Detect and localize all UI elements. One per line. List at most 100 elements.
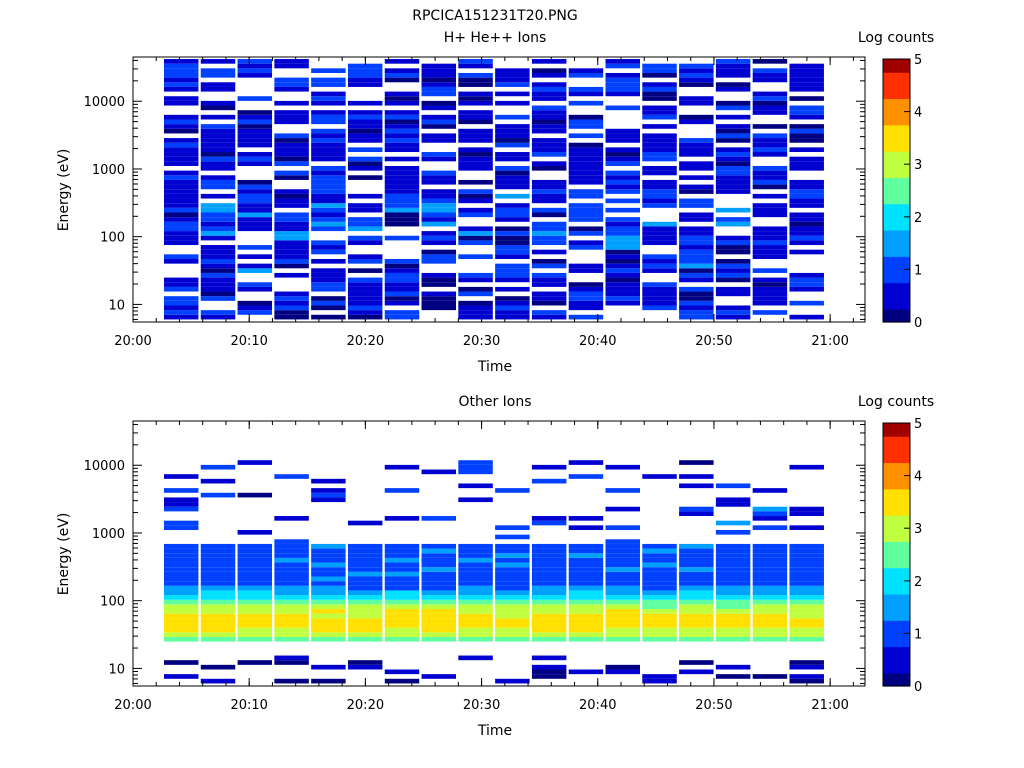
colorbar-swatch — [883, 425, 910, 429]
colorbar-swatch — [883, 250, 910, 255]
heatmap-cell — [531, 152, 567, 157]
heatmap-cell — [458, 240, 493, 246]
heatmap-cell — [237, 529, 273, 535]
heatmap-cell — [679, 138, 714, 143]
heatmap-cell — [642, 553, 677, 558]
heatmap-cell — [274, 156, 309, 162]
colorbar-swatch — [883, 583, 910, 587]
heatmap-cell — [384, 258, 420, 264]
heatmap-cell — [237, 212, 273, 218]
heatmap-cell — [421, 604, 457, 610]
heatmap-cell — [163, 119, 199, 125]
heatmap-cell — [458, 91, 493, 97]
y-axis-label: Energy (eV) — [56, 149, 72, 232]
colorbar-tick-label: 5 — [914, 417, 922, 432]
heatmap-cell — [347, 553, 383, 558]
heatmap-cell — [715, 152, 751, 157]
heatmap-cell — [421, 277, 457, 283]
heatmap-cell — [384, 622, 420, 628]
colorbar-swatch — [883, 612, 910, 616]
heatmap-cell — [384, 296, 420, 301]
heatmap-cell — [237, 585, 273, 591]
heatmap-cell — [237, 627, 273, 633]
heatmap-cell — [347, 161, 383, 166]
heatmap-cell — [384, 291, 420, 297]
heatmap-cell — [200, 492, 236, 498]
heatmap-cell — [421, 198, 457, 204]
colorbar-swatch — [883, 625, 910, 629]
heatmap-cell — [495, 231, 530, 236]
x-tick-label: 20:30 — [463, 334, 500, 349]
heatmap-cell — [311, 170, 346, 176]
heatmap-cell — [458, 161, 493, 166]
heatmap-cell — [605, 175, 640, 180]
heatmap-cell — [642, 474, 677, 479]
heatmap-cell — [274, 240, 309, 246]
heatmap-cell — [605, 138, 640, 143]
heatmap-cell — [495, 212, 530, 218]
heatmap-cell — [715, 207, 751, 213]
heatmap-cell — [347, 571, 383, 577]
heatmap-cell — [458, 189, 493, 194]
heatmap-cell — [752, 557, 788, 563]
heatmap-cell — [531, 184, 567, 190]
heatmap-cell — [495, 585, 530, 591]
heatmap-cell — [715, 217, 751, 222]
heatmap-cell — [163, 235, 199, 241]
heatmap-cell — [274, 221, 309, 227]
heatmap-cell — [237, 254, 273, 259]
heatmap-cell — [642, 567, 677, 572]
colorbar-swatch — [883, 98, 910, 102]
heatmap-cell — [163, 581, 199, 586]
colorbar-swatch — [883, 166, 910, 171]
heatmap-cell — [495, 314, 530, 320]
colorbar-swatch — [883, 630, 910, 634]
colorbar-swatch — [883, 444, 910, 448]
heatmap-cell — [421, 627, 457, 633]
heatmap-cell — [642, 152, 677, 157]
heatmap-cell — [274, 310, 309, 315]
heatmap-cell — [311, 664, 346, 670]
heatmap-cell — [163, 226, 199, 232]
colorbar: 0 1 2 3 4 5 — [882, 417, 922, 695]
heatmap-cell — [347, 133, 383, 139]
heatmap-cell — [642, 72, 677, 78]
heatmap-cell — [347, 622, 383, 628]
heatmap-cell — [200, 296, 236, 301]
heatmap-cell — [274, 581, 309, 586]
heatmap-cell — [384, 286, 420, 292]
heatmap-cell — [605, 571, 640, 577]
heatmap-cell — [163, 632, 199, 637]
heatmap-cell — [200, 184, 236, 190]
heatmap-cell — [421, 258, 457, 264]
heatmap-cell — [237, 300, 273, 306]
colorbar-swatch — [883, 256, 910, 260]
heatmap-cell — [715, 249, 751, 255]
heatmap-cell — [679, 272, 714, 278]
colorbar-swatch — [883, 528, 910, 532]
colorbar-swatch — [883, 248, 910, 252]
colorbar-swatch — [883, 101, 910, 105]
heatmap-cell — [274, 595, 309, 600]
heatmap-cell — [163, 254, 199, 259]
heatmap-cell — [605, 198, 640, 204]
colorbar-swatch — [883, 641, 910, 645]
heatmap-cell — [752, 562, 788, 568]
colorbar-swatch — [883, 198, 910, 202]
heatmap-cell — [237, 268, 273, 273]
heatmap-cell — [421, 138, 457, 143]
heatmap-cell — [752, 636, 788, 642]
heatmap-cell — [605, 576, 640, 582]
heatmap-cell — [384, 488, 420, 493]
heatmap-cell — [789, 217, 824, 222]
heatmap-cell — [715, 664, 751, 670]
heatmap-cell — [568, 553, 604, 558]
heatmap-cell — [274, 474, 309, 479]
heatmap-cell — [421, 63, 457, 69]
heatmap-cell — [163, 622, 199, 628]
heatmap-cell — [200, 268, 236, 273]
heatmap-cell — [752, 203, 788, 208]
x-tick-label: 20:50 — [695, 334, 732, 349]
heatmap-cell — [568, 240, 604, 246]
heatmap-cell — [237, 548, 273, 554]
